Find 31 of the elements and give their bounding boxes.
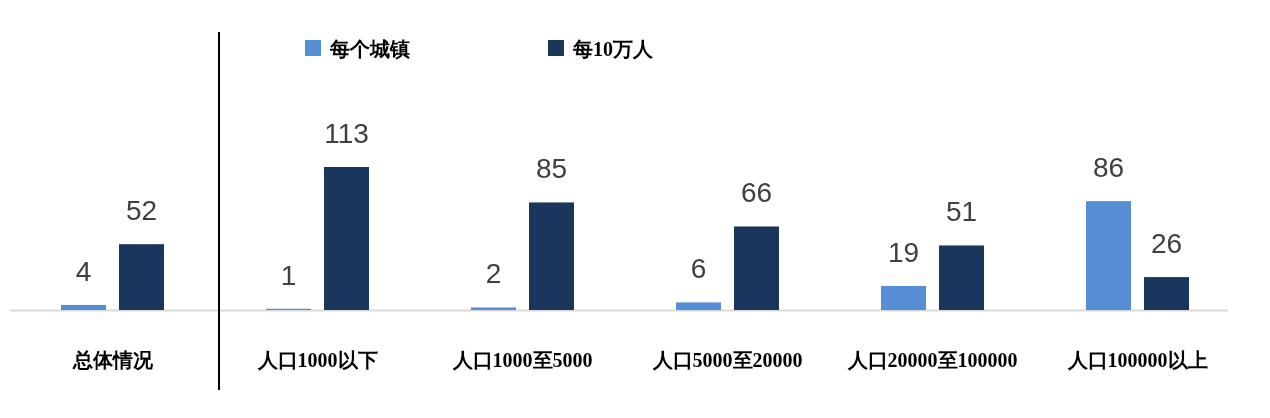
- x-tick-label: 总体情况: [71, 349, 154, 371]
- bar: [1086, 201, 1131, 310]
- x-tick-label: 人口1000以下: [256, 349, 378, 371]
- data-label: 51: [945, 196, 978, 228]
- data-label: 19: [887, 236, 920, 268]
- data-label: 1: [280, 259, 297, 291]
- x-tick-label: 人口1000至5000: [451, 349, 593, 371]
- x-tick-label: 人口100000以上: [1066, 349, 1208, 371]
- bar: [939, 245, 984, 310]
- x-tick-label: 人口5000至20000: [651, 349, 803, 371]
- data-label: 52: [125, 195, 158, 227]
- data-label: 113: [324, 118, 369, 149]
- bar: [471, 307, 516, 310]
- legend-label: 每10万人: [572, 38, 654, 60]
- bar: [734, 226, 779, 310]
- bar: [61, 304, 106, 310]
- x-tick-label: 人口20000至100000: [846, 349, 1018, 371]
- bar: [1144, 277, 1189, 310]
- bar: [529, 202, 574, 310]
- legend-label: 每个城镇: [329, 38, 410, 60]
- data-label: 26: [1150, 228, 1183, 260]
- data-label: 66: [740, 177, 773, 209]
- bar: [119, 244, 164, 310]
- data-label: 6: [690, 253, 707, 285]
- data-label: 4: [75, 255, 92, 287]
- data-label: 2: [485, 258, 502, 290]
- bar: [324, 167, 369, 310]
- bar: [676, 302, 721, 310]
- data-label: 86: [1092, 152, 1125, 184]
- bar: [881, 285, 926, 310]
- data-label: 85: [535, 153, 568, 185]
